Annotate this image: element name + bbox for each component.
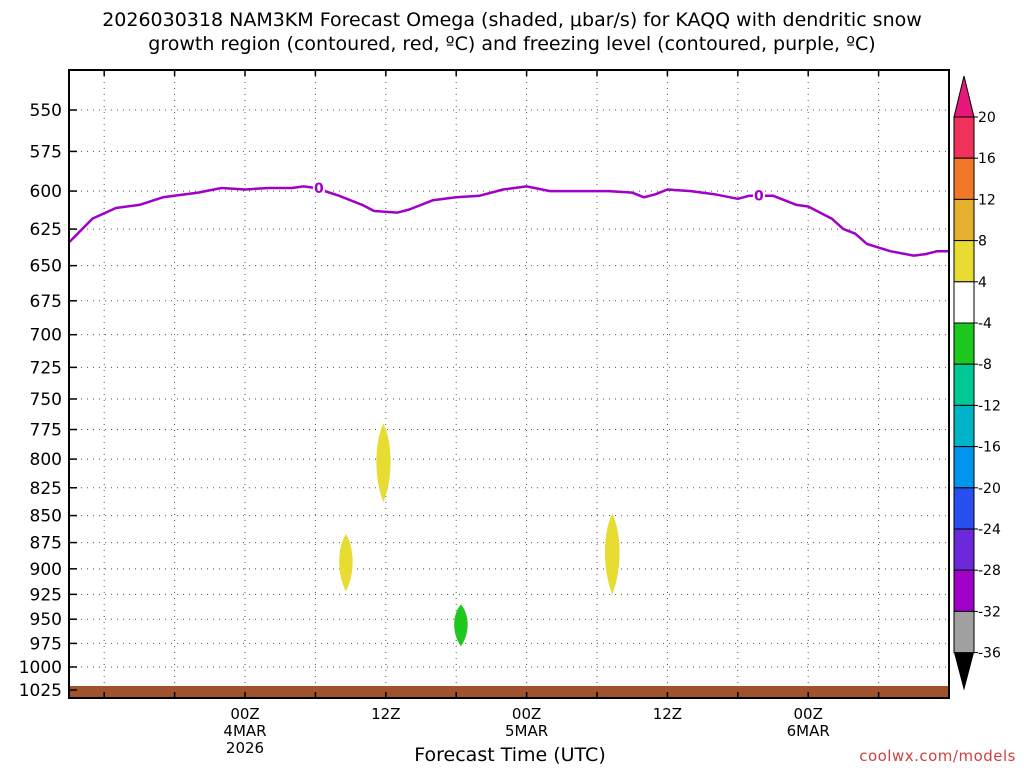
colorbar-label: -16: [978, 440, 1001, 456]
credit-text: coolwx.com/models: [859, 747, 1016, 765]
y-tick-label: 1025: [19, 681, 62, 701]
y-tick-label: 850: [30, 507, 62, 527]
colorbar-label: 20: [978, 110, 996, 126]
colorbar-label: -4: [978, 316, 992, 332]
y-tick-label: 650: [30, 257, 62, 277]
omega-layer: [339, 423, 620, 647]
colorbar-swatch: [953, 363, 975, 406]
y-tick-label: 825: [30, 479, 62, 499]
omega-region: [604, 513, 620, 595]
contour-label-bg: [752, 187, 765, 204]
x-tick-label: 12Z: [371, 705, 400, 723]
x-tick-label: 2026: [226, 739, 264, 757]
contour-label-bg: [312, 179, 325, 196]
colorbar-label: 8: [978, 234, 987, 250]
colorbar-swatch: [953, 446, 975, 489]
y-tick-label: 575: [30, 142, 62, 162]
y-tick-label: 600: [30, 182, 62, 202]
colorbar-swatch: [953, 198, 975, 242]
x-tick-label: 4MAR: [223, 722, 266, 740]
x-tick-label: 00Z: [512, 705, 541, 723]
x-tick-label: 5MAR: [505, 722, 548, 740]
colorbar-swatch: [953, 528, 975, 571]
y-tick-label: 875: [30, 534, 62, 554]
y-tick-label: 750: [30, 390, 62, 410]
y-tick-label: 700: [30, 326, 62, 346]
colorbar-label: 4: [978, 275, 987, 291]
grid-layer: [69, 70, 949, 698]
x-tick-label: 00Z: [230, 705, 259, 723]
y-tick-label: 550: [30, 101, 62, 121]
y-tick-label: 950: [30, 610, 62, 630]
colorbar-label: -20: [978, 481, 1001, 497]
y-axis: 550 575 600 625 650 675 700 725 750 775 800 825 850 8…: [19, 101, 77, 701]
terrain-layer: [70, 686, 948, 697]
colorbar-swatch: [953, 157, 975, 200]
colorbar-bottom-arrow: [954, 652, 974, 691]
x-tick-label: 12Z: [653, 705, 682, 723]
colorbar-swatch: [953, 610, 975, 654]
colorbar-swatch: [953, 569, 975, 612]
colorbar-label: -12: [978, 398, 1001, 414]
colorbar-label: 12: [978, 192, 996, 208]
colorbar-swatch: [953, 240, 975, 283]
y-tick-label: 800: [30, 450, 62, 470]
chart-title-line-2: growth region (contoured, red, ºC) and f…: [148, 33, 876, 55]
omega-region: [339, 534, 353, 592]
colorbar-swatch: [953, 487, 975, 530]
colorbar-label: -36: [978, 646, 1001, 662]
colorbar-label: -28: [978, 563, 1001, 579]
omega-region: [376, 423, 391, 503]
plot-frame: [68, 69, 950, 699]
x-axis-title: Forecast Time (UTC): [414, 744, 606, 766]
chart-title-line-1: 2026030318 NAM3KM Forecast Omega (shaded…: [102, 9, 922, 31]
colorbar-label: -8: [978, 357, 992, 373]
omega-region: [454, 604, 468, 647]
y-tick-label: 1000: [19, 658, 62, 678]
y-tick-label: 900: [30, 560, 62, 580]
colorbar-swatch: [953, 322, 975, 365]
y-tick-label: 925: [30, 585, 62, 605]
y-tick-label: 625: [30, 220, 62, 240]
contour-label: 0: [314, 181, 324, 197]
y-tick-label: 775: [30, 421, 62, 441]
colorbar: 20 16 12 8 4 -4 -8 -12 -16 -20 -24 -28 -32 -36: [953, 75, 1001, 691]
y-tick-label: 675: [30, 292, 62, 312]
freezing-level-line: [68, 185, 949, 257]
colorbar-swatch: [953, 281, 975, 324]
colorbar-swatch: [953, 404, 975, 448]
colorbar-top-arrow: [953, 75, 975, 118]
x-tick-label: 00Z: [794, 705, 823, 723]
y-tick-label: 975: [30, 634, 62, 654]
x-tick-label: 6MAR: [787, 722, 830, 740]
y-tick-label: 725: [30, 358, 62, 378]
terrain-band: [70, 686, 948, 697]
colorbar-label: -32: [978, 604, 1001, 620]
colorbar-label: 16: [978, 151, 996, 167]
colorbar-label: -24: [978, 522, 1001, 538]
contour-label: 0: [754, 189, 764, 205]
colorbar-swatch: [953, 116, 975, 159]
